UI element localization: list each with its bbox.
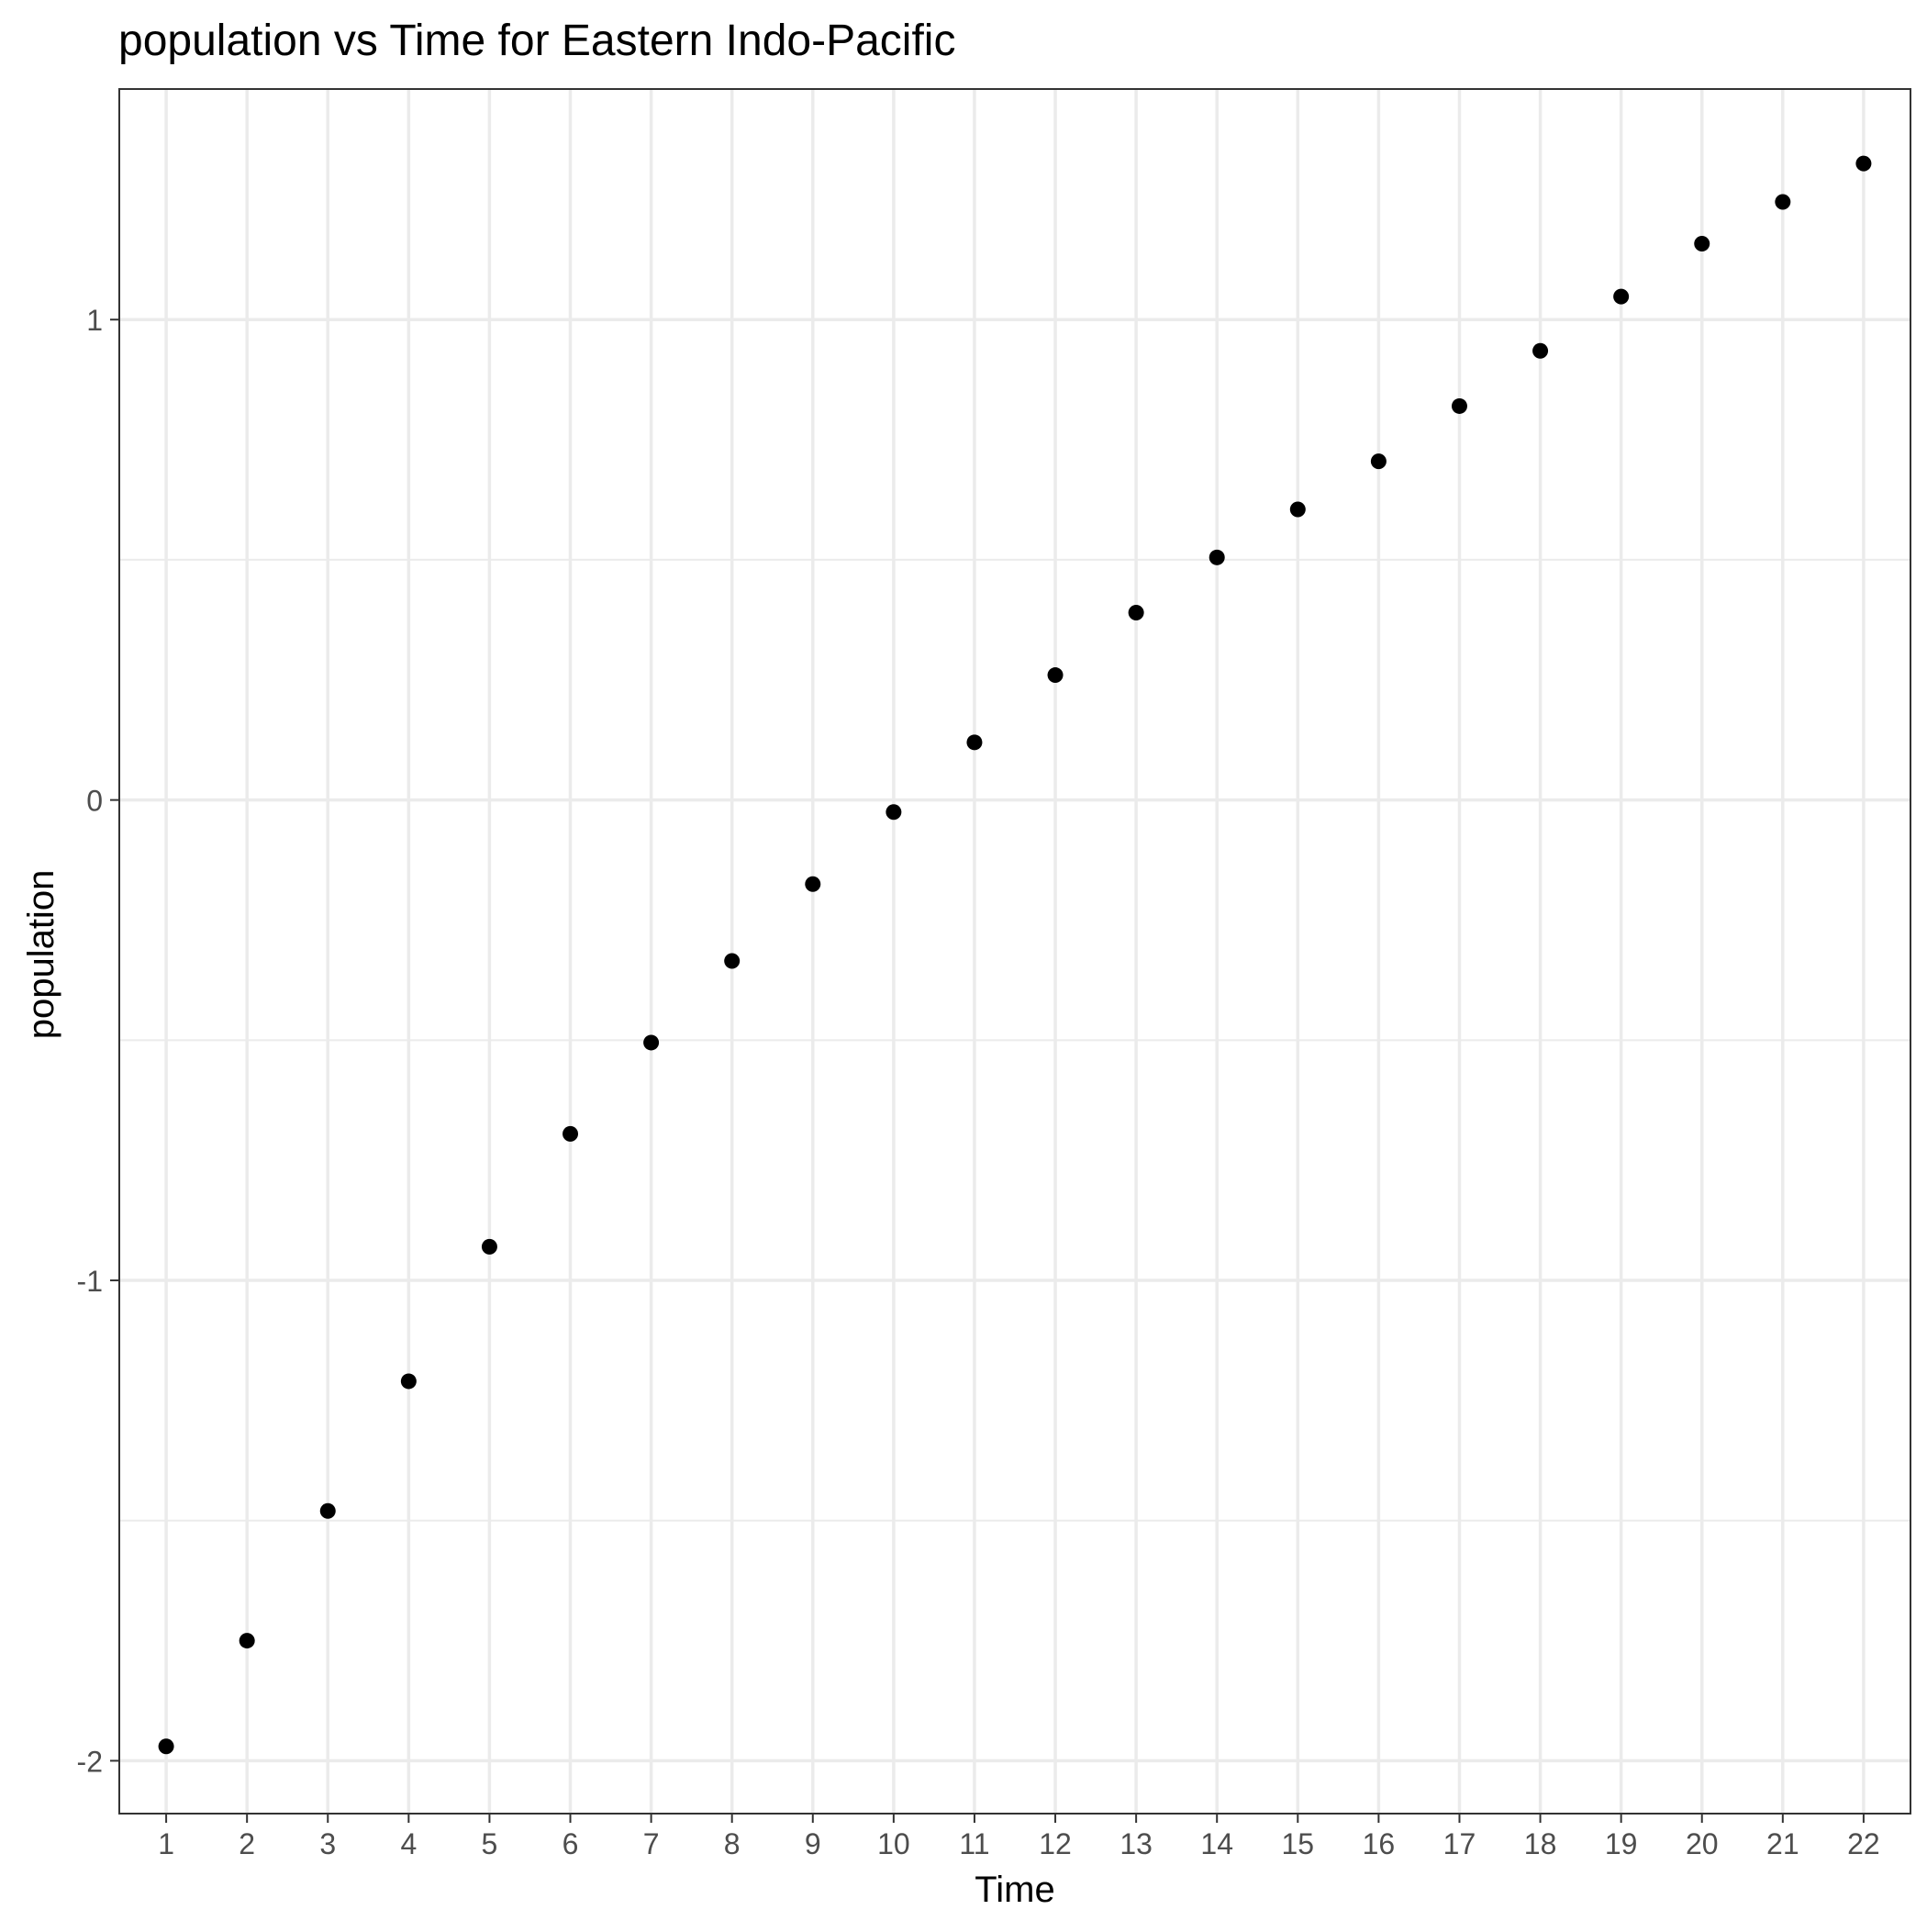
- x-tick-label: 5: [482, 1827, 498, 1860]
- data-point: [563, 1125, 579, 1142]
- data-point: [643, 1034, 660, 1051]
- x-tick-label: 15: [1282, 1827, 1315, 1860]
- x-tick-label: 22: [1847, 1827, 1880, 1860]
- data-point: [319, 1502, 336, 1519]
- x-tick-label: 18: [1524, 1827, 1557, 1860]
- x-tick-label: 14: [1200, 1827, 1233, 1860]
- data-points: [158, 155, 1872, 1755]
- minor-gridlines: [119, 558, 1910, 1522]
- major-gridlines: [119, 89, 1910, 1814]
- y-tick-label: -1: [77, 1265, 103, 1298]
- x-tick-label: 17: [1443, 1827, 1476, 1860]
- x-tick-label: 20: [1686, 1827, 1719, 1860]
- x-tick-label: 10: [877, 1827, 910, 1860]
- x-tick-label: 13: [1119, 1827, 1153, 1860]
- x-tick-label: 1: [158, 1827, 174, 1860]
- x-tick-label: 12: [1039, 1827, 1072, 1860]
- x-tick-label: 11: [959, 1827, 989, 1860]
- y-axis: -2 -1 0 1: [77, 304, 119, 1778]
- data-point: [1047, 667, 1064, 684]
- x-tick-label: 3: [319, 1827, 336, 1860]
- x-tick-label: 16: [1363, 1827, 1396, 1860]
- data-point: [1209, 549, 1225, 565]
- data-point: [1370, 453, 1387, 470]
- data-point: [1694, 236, 1710, 252]
- x-tick-label: 21: [1766, 1827, 1799, 1860]
- data-point: [1451, 397, 1467, 414]
- x-tick-label: 19: [1605, 1827, 1638, 1860]
- x-tick-label: 2: [239, 1827, 255, 1860]
- data-point: [805, 876, 821, 892]
- data-point: [1613, 288, 1630, 305]
- data-point: [1289, 501, 1306, 518]
- chart-title: population vs Time for Eastern Indo-Paci…: [118, 17, 955, 65]
- x-tick-label: 6: [563, 1827, 579, 1860]
- y-tick-label: -2: [77, 1745, 103, 1778]
- y-tick-label: 0: [86, 785, 103, 818]
- x-tick-label: 4: [400, 1827, 417, 1860]
- data-point: [1855, 155, 1872, 172]
- x-axis-label: Time: [975, 1870, 1054, 1910]
- data-point: [886, 804, 902, 821]
- x-tick-label: 8: [724, 1827, 741, 1860]
- y-tick-label: 1: [86, 304, 103, 337]
- data-point: [239, 1633, 255, 1649]
- data-point: [1775, 194, 1791, 210]
- panel-border: [118, 88, 1911, 1815]
- data-point: [400, 1373, 417, 1390]
- data-point: [724, 953, 741, 969]
- data-point: [966, 734, 983, 751]
- data-point: [1532, 342, 1549, 359]
- data-point: [158, 1738, 174, 1755]
- y-axis-label: population: [21, 870, 61, 1040]
- x-tick-label: 7: [643, 1827, 660, 1860]
- x-axis: 1 2 3 4 5 6 7 8 9 10 11 12 13 14 15 16 17 18 19 20 21 22: [158, 1814, 1880, 1860]
- data-point: [1128, 605, 1144, 621]
- data-point: [481, 1238, 497, 1255]
- x-tick-label: 9: [805, 1827, 821, 1860]
